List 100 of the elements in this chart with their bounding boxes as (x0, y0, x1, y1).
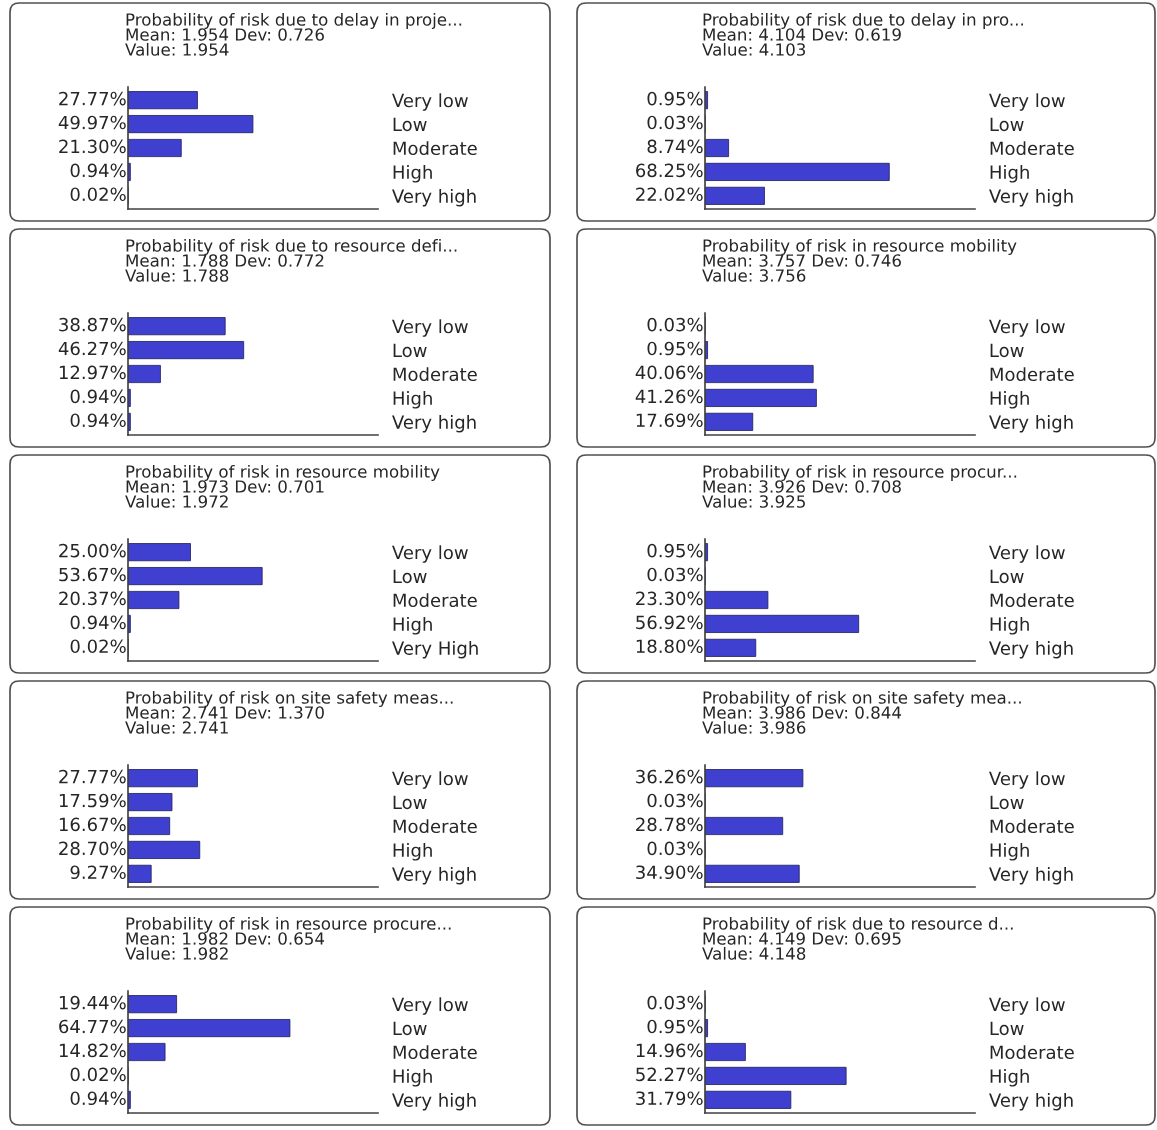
data-label: 23.30% (636, 591, 703, 606)
y-tick-label: Moderate (990, 141, 1074, 156)
y-tick-label: High (990, 391, 1029, 409)
y-tick-label: High (990, 165, 1029, 183)
data-label: 0.02% (70, 639, 126, 654)
text: Value: 1.954 (125, 42, 229, 56)
y-tick-label: Low (990, 343, 1024, 358)
data-label: 27.77% (59, 769, 126, 784)
text: Value: 1.788 (125, 268, 229, 282)
data-label: 0.03% (647, 317, 703, 332)
data-label: 0.95% (647, 1019, 703, 1034)
data-label: 0.94% (70, 389, 126, 404)
y-tick-label: Moderate (393, 593, 477, 608)
chart-subtitle: Mean: 4.104 Dev: 0.619 (703, 28, 901, 41)
y-tick-label: Low (990, 569, 1024, 584)
y-tick-label: Low (393, 117, 427, 132)
data-label: 41.26% (635, 389, 703, 404)
y-tick-label: High (990, 843, 1029, 861)
data-label: 27.77% (59, 91, 126, 106)
data-label: 9.27% (70, 865, 126, 880)
y-tick-label: High (990, 1069, 1029, 1087)
y-tick-label: High (393, 617, 432, 635)
y-tick-label: Very high (989, 414, 1073, 433)
text: Value: 1.982 (125, 946, 228, 960)
data-label: 0.94% (70, 163, 126, 178)
y-tick-label: High (990, 617, 1029, 635)
y-tick-label: Very low (989, 93, 1065, 111)
y-tick-label: Low (393, 569, 427, 584)
y-tick-label: Moderate (393, 141, 477, 156)
text: Value: 2.741 (125, 720, 228, 734)
data-label: 19.44% (59, 995, 126, 1010)
y-tick-label: Very high (989, 640, 1073, 659)
text: Value: 3.986 (702, 720, 806, 734)
data-label: 14.96% (636, 1043, 703, 1058)
chart-subtitle: Mean: 1.788 Dev: 0.772 (126, 254, 324, 267)
data-label: 31.79% (636, 1091, 703, 1106)
y-tick-label: Moderate (990, 367, 1074, 382)
y-tick-label: Low (990, 795, 1024, 810)
data-label: 25.00% (59, 543, 126, 558)
y-tick-label: Very high (989, 1092, 1073, 1111)
chart-subtitle: Mean: 3.926 Dev: 0.708 (703, 480, 901, 493)
chart-subtitle: Mean: 1.973 Dev: 0.701 (126, 480, 324, 493)
y-tick-label: Very high (989, 188, 1073, 207)
y-tick-label: Very low (989, 319, 1065, 337)
data-label: 0.03% (647, 793, 703, 808)
y-tick-label: Very low (989, 997, 1065, 1015)
y-tick-label: High (393, 1069, 432, 1087)
data-label: 34.90% (636, 865, 703, 880)
chart-subtitle: Mean: 3.986 Dev: 0.844 (703, 706, 902, 719)
y-tick-label: Very High (392, 640, 478, 659)
y-tick-label: Very low (989, 771, 1065, 789)
y-tick-label: Very low (989, 545, 1065, 563)
data-label: 20.37% (59, 591, 126, 606)
y-tick-label: Very high (392, 414, 476, 433)
text: Value: 3.925 (702, 494, 805, 508)
y-tick-label: Very high (392, 1092, 476, 1111)
data-label: 0.02% (70, 187, 126, 202)
y-tick-label: Moderate (990, 1045, 1074, 1060)
data-label: 52.27% (636, 1067, 703, 1082)
data-label: 16.67% (59, 817, 126, 832)
chart-subtitle: Mean: 3.757 Dev: 0.746 (703, 254, 901, 267)
y-tick-label: High (393, 391, 432, 409)
y-tick-label: High (393, 843, 432, 861)
data-label: 14.82% (59, 1043, 126, 1058)
data-label: 0.94% (70, 413, 126, 428)
data-label: 22.02% (636, 187, 703, 202)
data-label: 12.97% (59, 365, 126, 380)
data-label: 64.77% (59, 1019, 126, 1034)
chart-subtitle: Mean: 1.982 Dev: 0.654 (126, 932, 325, 945)
y-tick-label: Very high (989, 866, 1073, 885)
y-tick-label: Low (393, 343, 427, 358)
y-tick-label: Low (393, 1021, 427, 1036)
data-label: 17.59% (59, 793, 126, 808)
data-label: 46.27% (58, 341, 126, 356)
y-tick-label: Very low (392, 319, 468, 337)
data-label: 36.26% (636, 769, 703, 784)
data-label: 28.78% (636, 817, 703, 832)
text: Value: 1.972 (125, 494, 228, 508)
chart-subtitle: Mean: 2.741 Dev: 1.370 (126, 706, 324, 719)
y-tick-label: Very low (392, 545, 468, 563)
text: Value: 4.103 (702, 42, 806, 56)
data-label: 0.95% (647, 341, 703, 356)
y-tick-label: High (393, 165, 432, 183)
data-label: 0.95% (647, 91, 703, 106)
data-label: 53.67% (59, 567, 126, 582)
data-label: 8.74% (647, 139, 703, 154)
data-label: 0.95% (647, 543, 703, 558)
y-tick-label: Low (393, 795, 427, 810)
data-label: 17.69% (636, 413, 703, 428)
y-tick-label: Low (990, 117, 1024, 132)
y-tick-label: Moderate (393, 819, 477, 834)
data-label: 0.03% (647, 567, 703, 582)
y-tick-label: Very high (392, 866, 476, 885)
y-tick-label: Moderate (393, 1045, 477, 1060)
data-label: 18.80% (636, 639, 703, 654)
y-tick-label: Moderate (990, 819, 1074, 834)
chart-subtitle: Mean: 4.149 Dev: 0.695 (703, 932, 901, 945)
data-label: 0.03% (647, 841, 703, 856)
data-label: 0.02% (70, 1067, 126, 1082)
data-label: 0.03% (647, 115, 703, 130)
